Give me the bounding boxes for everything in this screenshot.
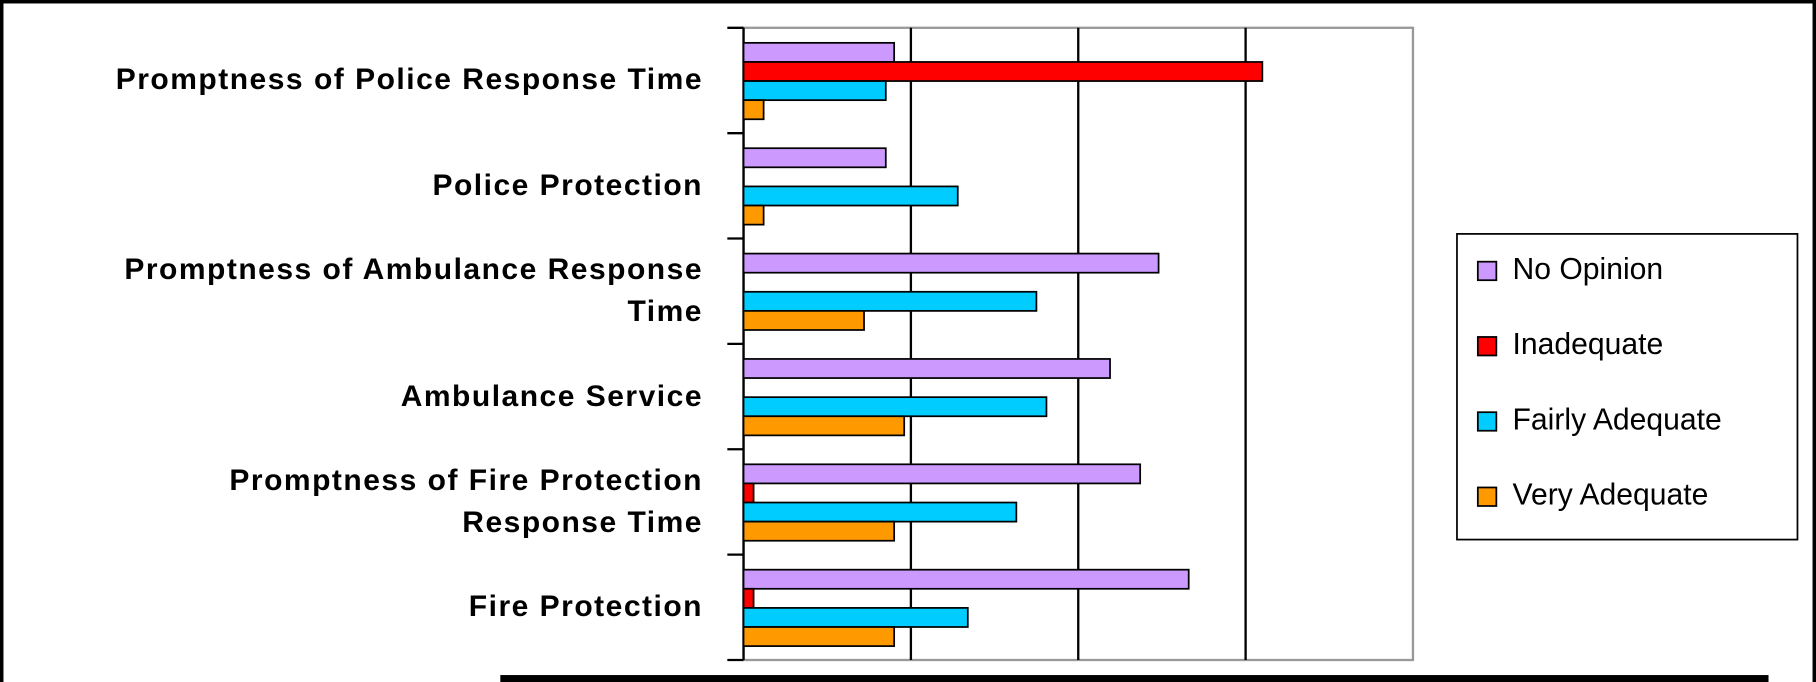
bar	[742, 607, 969, 628]
bar	[742, 568, 1190, 590]
bar	[742, 99, 765, 121]
legend-label: Inadequate	[1513, 328, 1664, 361]
y-tick-label: Fire Protection	[468, 590, 703, 624]
bar	[742, 252, 1160, 274]
legend-swatch	[1476, 486, 1498, 507]
bar	[742, 520, 896, 542]
bar	[742, 310, 865, 331]
legend-box	[1456, 233, 1799, 541]
bar	[742, 80, 887, 102]
bar	[742, 463, 1142, 485]
y-tick-label: Ambulance Service	[400, 379, 703, 413]
legend-label: Very Adequate	[1513, 479, 1709, 512]
bar	[742, 290, 1038, 312]
bar	[742, 61, 1264, 82]
bar	[742, 147, 887, 169]
bar	[742, 587, 755, 609]
bar	[742, 204, 765, 226]
bar	[742, 185, 959, 207]
y-tick-label: Police Protection	[432, 168, 703, 202]
legend-swatch	[1476, 411, 1498, 432]
bar	[742, 396, 1048, 418]
bar	[742, 41, 896, 63]
legend-label: Fairly Adequate	[1513, 403, 1722, 436]
bar	[742, 626, 896, 647]
legend-swatch	[1476, 336, 1498, 357]
cropped-bar	[500, 675, 1769, 682]
legend-swatch	[1476, 260, 1498, 282]
bar	[742, 501, 1018, 523]
y-tick-label: Promptness of Fire Protection Response T…	[229, 464, 703, 540]
y-tick-label: Promptness of Police Response Time	[115, 63, 703, 97]
bar	[742, 358, 1111, 379]
bar	[742, 482, 755, 504]
legend-label: No Opinion	[1513, 253, 1664, 286]
bar	[742, 415, 906, 437]
y-tick-label: Promptness of Ambulance Response Time	[124, 253, 703, 329]
